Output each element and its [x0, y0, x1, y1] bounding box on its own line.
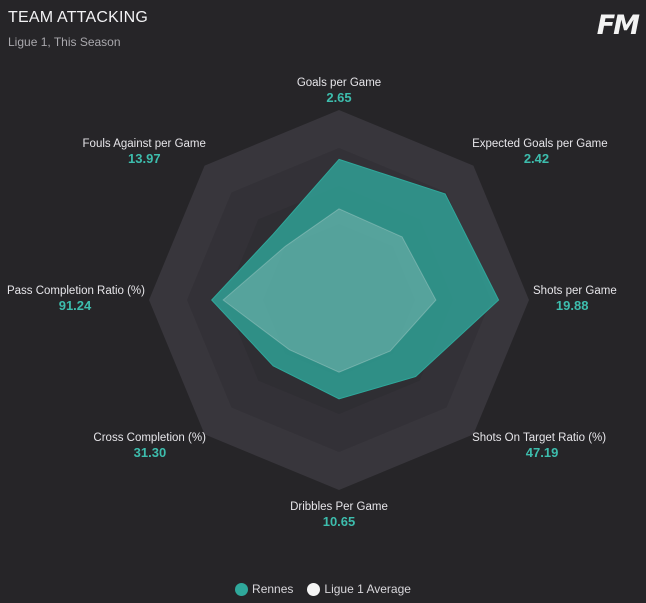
axis-label-4: Dribbles Per Game: [290, 501, 388, 513]
chart-title: TEAM ATTACKING: [8, 9, 148, 26]
axis-value-2: 19.88: [556, 298, 589, 313]
axis-label-2: Shots per Game: [533, 285, 617, 297]
axis-value-3: 47.19: [526, 445, 559, 460]
chart-subtitle: Ligue 1, This Season: [8, 35, 121, 49]
axis-value-6: 91.24: [59, 298, 92, 313]
axis-value-5: 31.30: [134, 445, 167, 460]
legend-swatch-rennes: [235, 582, 249, 596]
axis-label-1: Expected Goals per Game: [472, 138, 608, 150]
axis-label-5: Cross Completion (%): [93, 432, 206, 444]
series-rennes-area: [211, 158, 500, 400]
fm-logo: FM: [596, 10, 640, 41]
legend-swatch-average: [307, 582, 321, 596]
axis-value-7: 13.97: [128, 151, 161, 166]
legend-label-rennes: Rennes: [252, 582, 294, 596]
series-average-area: [222, 208, 437, 373]
legend-item-average[interactable]: Ligue 1 Average: [307, 582, 411, 596]
axis-label-7: Fouls Against per Game: [83, 138, 206, 150]
legend-item-rennes[interactable]: Rennes: [235, 582, 293, 596]
legend-label-average: Ligue 1 Average: [324, 582, 411, 596]
axis-label-0: Goals per Game: [297, 77, 381, 89]
axis-value-0: 2.65: [326, 90, 351, 105]
axis-label-3: Shots On Target Ratio (%): [472, 432, 606, 444]
axis-value-1: 2.42: [524, 151, 549, 166]
chart-legend: Rennes Ligue 1 Average: [0, 582, 646, 596]
axis-label-6: Pass Completion Ratio (%): [7, 285, 145, 297]
axis-value-4: 10.65: [323, 514, 356, 529]
